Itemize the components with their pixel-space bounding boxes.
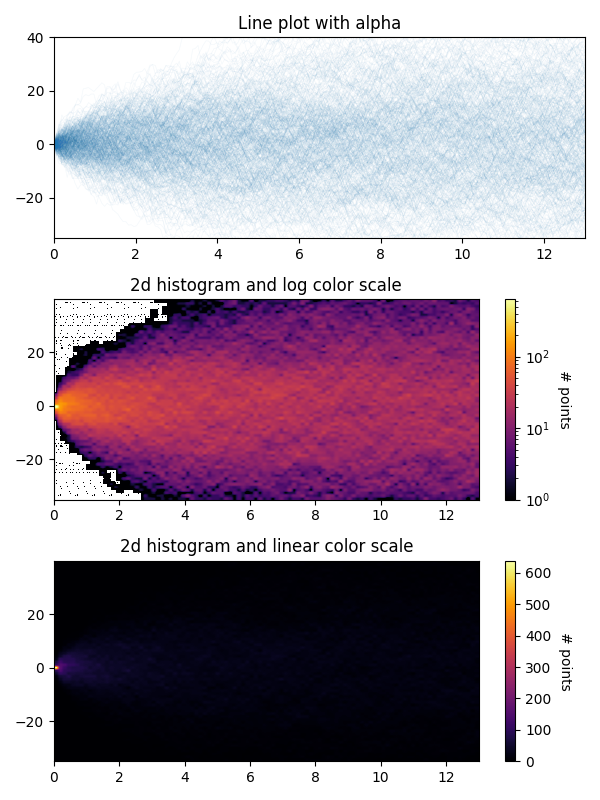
Y-axis label: # points: # points bbox=[557, 370, 571, 429]
Title: 2d histogram and linear color scale: 2d histogram and linear color scale bbox=[119, 538, 413, 556]
Title: 2d histogram and log color scale: 2d histogram and log color scale bbox=[130, 277, 402, 294]
Title: Line plot with alpha: Line plot with alpha bbox=[238, 15, 401, 33]
Y-axis label: # points: # points bbox=[558, 631, 572, 690]
